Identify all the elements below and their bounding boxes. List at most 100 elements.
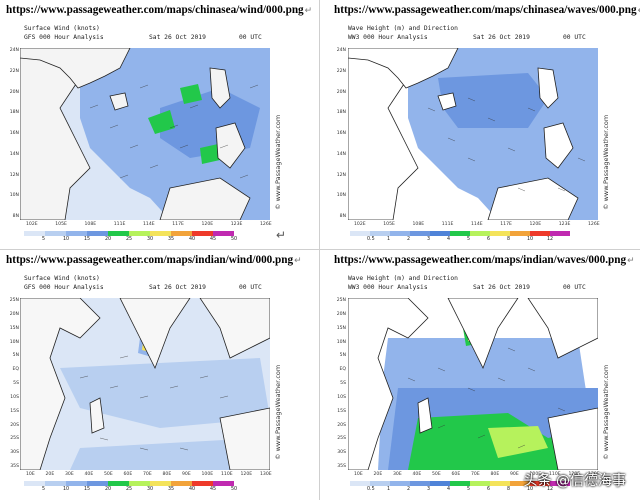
longitude-label: 120E [568, 472, 581, 477]
color-scale-swatch [530, 231, 550, 236]
color-scale-swatch [171, 231, 192, 236]
latitude-label: 15S [10, 408, 19, 414]
color-scale-tick: 12 [547, 487, 554, 492]
map-date: Sat 26 Oct 2019 [149, 284, 206, 291]
latitude-label: 20S [337, 422, 346, 428]
color-scale-tick: 25 [126, 237, 133, 242]
color-scale: 0.5 1 2 3 4 5 6 8 10 12 [350, 231, 570, 245]
longitude-label: 80E [162, 472, 172, 477]
map-subtitle: WW3 000 Hour Analysis [348, 284, 428, 291]
color-scale-swatch [171, 481, 192, 486]
latitude-label: 14N [9, 151, 19, 157]
latitude-label: 25S [337, 436, 346, 442]
map-header: Wave Height (m) and Direction WW3 000 Ho… [348, 24, 586, 42]
color-scale-tick: 8 [507, 487, 511, 492]
panel-chinasea-wind: https://www.passageweather.com/maps/chin… [0, 0, 320, 250]
wave-map-chinasea [348, 48, 598, 220]
color-scale-tick: 10 [527, 237, 534, 242]
color-scale-swatch [370, 481, 390, 486]
longitude-label: 30E [393, 472, 402, 477]
longitude-label: 130E [588, 472, 600, 477]
color-scale-tick: 4 [447, 237, 451, 242]
color-scale-swatch [510, 481, 530, 486]
color-scale-tick: 15 [84, 237, 91, 242]
longitude-label: 20E [373, 472, 383, 477]
wave-arrows [427, 97, 586, 192]
color-scale-tick: 10 [63, 237, 70, 242]
latitude-label: 30S [10, 450, 19, 456]
latitude-label: 18N [336, 110, 346, 116]
longitude-label: 40E [412, 472, 422, 477]
map-title: Surface Wind (knots) [24, 25, 100, 32]
latitude-label: 16N [336, 131, 346, 136]
latitude-label: 30S [337, 450, 346, 456]
color-scale-tick: 35 [168, 487, 175, 492]
longitude-label: 123E [230, 222, 243, 227]
color-scale-tick: 5 [467, 487, 471, 492]
longitude-label: 114E [143, 222, 155, 227]
latitude-label: 15S [337, 408, 346, 414]
latitude-label: 35S [10, 464, 19, 469]
color-scale-swatch [45, 231, 66, 236]
color-scale-tick: 4 [447, 487, 451, 492]
latitude-label: 8N [339, 214, 346, 219]
latitude-label: 15N [336, 325, 346, 331]
latitude-labels: 24N 22N 20N 18N 16N 14N 12N 10N 8N [3, 48, 19, 220]
latitude-label: 8N [12, 214, 19, 219]
color-scale-swatch [192, 481, 213, 486]
color-scale-tick: 20 [105, 487, 112, 492]
color-scale-swatch [410, 231, 430, 236]
latitude-label: 12N [336, 172, 346, 178]
color-scale-tick: 10 [63, 487, 70, 492]
latitude-label: 5N [12, 353, 19, 359]
wind-arrows [79, 355, 229, 451]
return-mark-icon: ↵ [276, 228, 287, 242]
longitude-label: 126E [588, 222, 600, 227]
panel-divider-horizontal [0, 249, 640, 250]
color-scale-swatch [192, 231, 213, 236]
wind-arrows [89, 84, 259, 179]
map-title: Wave Height (m) and Direction [348, 275, 458, 282]
longitude-labels: 10E 20E 30E 40E 50E 60E 70E 80E 90E 100E 110E 120E 1… [20, 472, 272, 479]
latitude-label: 20N [9, 89, 19, 95]
color-scale-tick: 30 [147, 487, 154, 492]
color-scale-swatch [430, 231, 450, 236]
panel-indian-wind: https://www.passageweather.com/maps/indi… [0, 250, 320, 500]
map-header: Wave Height (m) and Direction WW3 000 Ho… [348, 274, 586, 292]
longitude-label: 117E [500, 222, 512, 227]
longitude-label: 100E [529, 472, 542, 477]
color-scale-swatch [410, 481, 430, 486]
color-scale-swatch [510, 231, 530, 236]
color-scale-tick: 1 [387, 487, 391, 492]
longitude-label: 90E [510, 472, 519, 477]
latitude-label: 12N [9, 172, 19, 178]
color-scale-tick: 10 [527, 487, 534, 492]
color-scale-tick: 45 [210, 237, 217, 242]
latitude-label: 10N [336, 339, 346, 345]
color-scale-swatch [450, 481, 470, 486]
color-scale-tick: 1 [387, 237, 391, 242]
longitude-label: 111E [113, 222, 126, 227]
latitude-label: 24N [9, 48, 19, 53]
longitude-labels: 102E 105E 108E 111E 114E 117E 120E 123E 126E [348, 222, 600, 229]
wave-map-indian [348, 298, 598, 470]
map-graphic [348, 298, 598, 470]
latitude-label: 14N [336, 151, 346, 157]
color-scale-swatch [66, 481, 87, 486]
longitude-label: 10E [26, 472, 35, 477]
panel-divider-vertical [319, 0, 320, 500]
longitude-label: 60E [123, 472, 133, 477]
color-scale-tick: 0.5 [367, 237, 375, 242]
color-scale-swatch [350, 231, 370, 236]
credit-watermark: © www.PassageWeather.com [274, 114, 282, 210]
map-utc: 00 UTC [563, 284, 586, 291]
longitude-label: 123E [558, 222, 571, 227]
longitude-label: 80E [490, 472, 500, 477]
longitude-label: 120E [529, 222, 542, 227]
longitude-label: 108E [84, 222, 97, 227]
panel-chinasea-waves: https://www.passageweather.com/maps/chin… [320, 0, 640, 250]
map-header: Surface Wind (knots) GFS 000 Hour Analys… [24, 24, 262, 42]
longitude-label: 105E [55, 222, 67, 227]
wind-map-indian [20, 298, 270, 470]
map-subtitle: WW3 000 Hour Analysis [348, 34, 428, 41]
